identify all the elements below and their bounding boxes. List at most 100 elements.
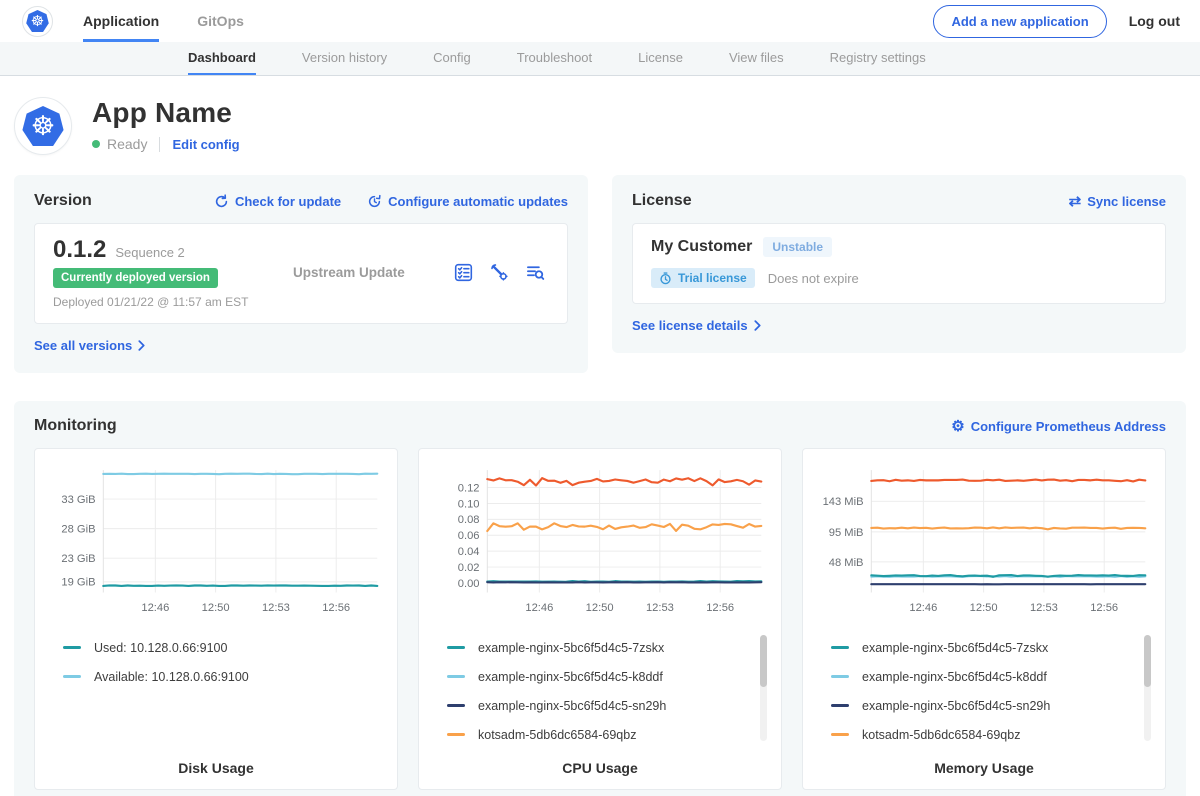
chart-legend: Used: 10.128.0.66:9100 Available: 10.128.…	[45, 633, 387, 752]
legend-color-dash	[447, 704, 465, 707]
clock-icon	[660, 271, 671, 284]
chart-legend-item: Available: 10.128.0.66:9100	[63, 662, 387, 691]
svg-text:0.10: 0.10	[458, 498, 480, 510]
svg-text:0.06: 0.06	[458, 530, 480, 542]
configure-automatic-updates-label: Configure automatic updates	[388, 193, 568, 209]
app-subnav: Dashboard Version history Config Troublesho…	[0, 42, 1200, 76]
license-info-card: My Customer Unstable Trial license Does …	[632, 223, 1166, 304]
app-header-text: App Name Ready Edit config	[92, 97, 240, 152]
license-card: License ⇄ Sync license My Customer Unsta…	[612, 175, 1186, 353]
chart-card-disk-usage: 33 GiB 28 GiB 23 GiB 19 GiB 12:46 12:50 12:53 1…	[34, 448, 398, 790]
version-card-title: Version	[34, 192, 92, 209]
configure-prometheus-label: Configure Prometheus Address	[970, 418, 1166, 434]
svg-text:0.00: 0.00	[458, 578, 480, 590]
legend-label: kotsadm-5db6dc6584-69qbz	[478, 727, 637, 742]
svg-text:33 GiB: 33 GiB	[61, 494, 95, 506]
chart-plot: 143 MiB 95 MiB 48 MiB 12:46 12:50 12:53 12:56	[823, 470, 1147, 614]
refresh-icon	[215, 193, 228, 207]
summary-cards-row: Version Check for update Configure autom…	[0, 175, 1200, 373]
see-license-details-link[interactable]: See license details	[632, 318, 761, 333]
top-navbar: ☸ Application GitOps Add a new applicati…	[0, 0, 1200, 42]
check-for-update-link[interactable]: Check for update	[214, 194, 341, 209]
license-expiry: Does not expire	[767, 270, 859, 286]
gear-icon: ⚙	[951, 417, 965, 435]
page-title: App Name	[92, 97, 233, 128]
currently-deployed-badge: Currently deployed version	[53, 268, 218, 288]
svg-text:0.02: 0.02	[458, 562, 480, 574]
chart-plot: 33 GiB 28 GiB 23 GiB 19 GiB 12:46 12:50 12:53 1…	[61, 470, 379, 614]
legend-color-dash	[831, 675, 849, 678]
kubernetes-logo: ☸	[22, 5, 53, 37]
preflight-checks-icon[interactable]	[454, 263, 473, 282]
sync-license-link[interactable]: ⇄ Sync license	[1069, 194, 1166, 209]
legend-label: example-nginx-5bc6f5d4c5-k8ddf	[478, 669, 663, 684]
subnav-tab-config[interactable]: Config	[433, 42, 471, 75]
chart-title: CPU Usage	[562, 760, 638, 776]
legend-scrollbar-thumb[interactable]	[760, 635, 767, 687]
svg-text:12:46: 12:46	[525, 602, 553, 614]
legend-color-dash	[447, 646, 465, 649]
upstream-update-label: Upstream Update	[293, 265, 405, 280]
subnav-tab-registry-settings[interactable]: Registry settings	[830, 42, 926, 75]
chart-legend-item: example-nginx-5bc6f5d4c5-7zskx	[831, 633, 1155, 662]
svg-text:12:46: 12:46	[909, 602, 937, 614]
logout-button[interactable]: Log out	[1128, 13, 1180, 29]
kubernetes-wheel-icon: ☸	[22, 106, 64, 146]
license-card-title: License	[632, 192, 692, 209]
chart-legend-item: example-nginx-5bc6f5d4c5-k8ddf	[447, 662, 771, 691]
tab-gitops[interactable]: GitOps	[197, 0, 244, 42]
top-tabs: Application GitOps	[83, 0, 244, 42]
tab-application[interactable]: Application	[83, 0, 160, 42]
config-wrench-icon[interactable]	[490, 263, 509, 282]
clock-refresh-icon	[369, 194, 381, 207]
legend-label: example-nginx-5bc6f5d4c5-7zskx	[862, 640, 1049, 655]
legend-scrollbar[interactable]	[1144, 635, 1151, 741]
chart-title: Disk Usage	[178, 760, 254, 776]
subnav-tab-version-history[interactable]: Version history	[302, 42, 387, 75]
subnav-tab-license[interactable]: License	[638, 42, 683, 75]
version-card-actions: Check for update Configure automatic upd…	[214, 194, 568, 209]
configure-automatic-updates-link[interactable]: Configure automatic updates	[367, 194, 568, 209]
subnav-tab-view-files[interactable]: View files	[729, 42, 784, 75]
legend-label: Used: 10.128.0.66:9100	[94, 640, 228, 655]
legend-scrollbar[interactable]	[760, 635, 767, 741]
svg-text:12:56: 12:56	[1090, 602, 1118, 614]
chart-legend-item: example-nginx-5bc6f5d4c5-sn29h	[831, 691, 1155, 720]
chart-legend-item: example-nginx-5bc6f5d4c5-7zskx	[447, 633, 771, 662]
view-diff-icon[interactable]	[526, 263, 545, 282]
legend-color-dash	[63, 646, 81, 649]
svg-text:12:53: 12:53	[1030, 602, 1058, 614]
svg-text:0.12: 0.12	[458, 482, 480, 494]
deployed-timestamp: Deployed 01/21/22 @ 11:57 am EST	[53, 295, 249, 309]
app-status-row: Ready Edit config	[92, 136, 240, 152]
version-sequence: Sequence 2	[115, 245, 185, 260]
configure-prometheus-link[interactable]: ⚙ Configure Prometheus Address	[951, 419, 1166, 434]
add-new-application-button[interactable]: Add a new application	[933, 4, 1107, 38]
legend-color-dash	[63, 675, 81, 678]
monitoring-section: Monitoring ⚙ Configure Prometheus Addres…	[14, 401, 1186, 796]
chart-card-memory-usage: 143 MiB 95 MiB 48 MiB 12:46 12:50 12:53 12:56 …	[802, 448, 1166, 790]
chart-legend-item: kotsadm-5db6dc6584-69qbz	[447, 720, 771, 749]
license-card-header: License ⇄ Sync license	[632, 192, 1166, 210]
version-card-header: Version Check for update Configure autom…	[34, 192, 568, 210]
subnav-tab-troubleshoot[interactable]: Troubleshoot	[517, 42, 592, 75]
legend-label: Available: 10.128.0.66:9100	[94, 669, 249, 684]
monitoring-title: Monitoring	[34, 417, 117, 434]
see-license-details-label: See license details	[632, 318, 748, 333]
edit-config-link[interactable]: Edit config	[172, 136, 240, 152]
charts-row: 33 GiB 28 GiB 23 GiB 19 GiB 12:46 12:50 12:53 1…	[34, 448, 1166, 790]
see-all-versions-link[interactable]: See all versions	[34, 338, 145, 353]
svg-text:19 GiB: 19 GiB	[61, 577, 95, 589]
svg-text:12:56: 12:56	[706, 602, 734, 614]
svg-text:12:50: 12:50	[586, 602, 614, 614]
subnav-tab-dashboard[interactable]: Dashboard	[188, 42, 256, 75]
svg-text:0.08: 0.08	[458, 514, 480, 526]
chart-legend-item: example-nginx-5bc6f5d4c5-sn29h	[447, 691, 771, 720]
see-all-versions-label: See all versions	[34, 338, 133, 353]
legend-scrollbar-thumb[interactable]	[1144, 635, 1151, 687]
version-card: Version Check for update Configure autom…	[14, 175, 588, 373]
svg-text:12:50: 12:50	[202, 602, 230, 614]
trial-license-label: Trial license	[678, 271, 747, 285]
status-dot	[92, 140, 100, 148]
